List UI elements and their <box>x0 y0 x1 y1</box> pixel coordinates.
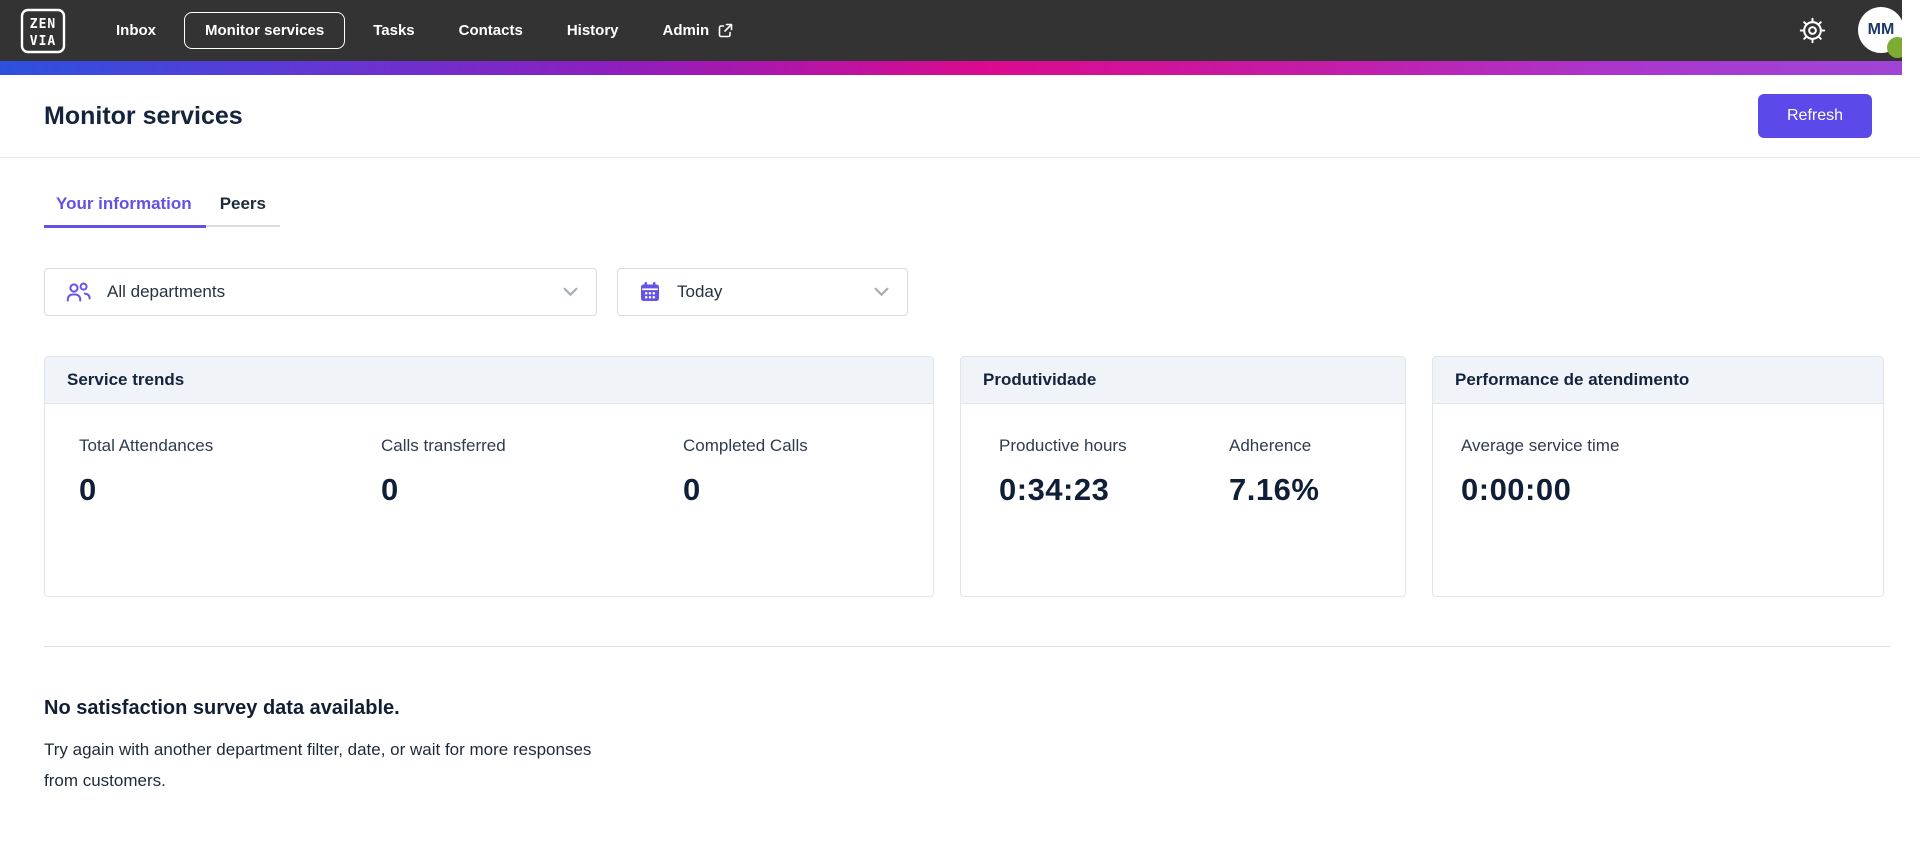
card-body: Productive hours 0:34:23 Adherence 7.16% <box>961 404 1405 508</box>
metric-value: 0:00:00 <box>1461 472 1572 507</box>
metric-label: Average service time <box>1461 436 1620 455</box>
metric-value: 7.16% <box>1229 472 1320 507</box>
metric-value: 0 <box>79 472 97 507</box>
card-title: Performance de atendimento <box>1433 357 1883 404</box>
external-link-icon <box>718 23 733 38</box>
empty-state-message: Try again with another department filter… <box>44 740 592 790</box>
tabs: Your information Peers <box>44 194 281 228</box>
metric-productive-hours: Productive hours 0:34:23 <box>999 436 1229 508</box>
calendar-icon <box>641 282 659 301</box>
date-filter-select[interactable]: Today <box>617 268 908 316</box>
satisfaction-empty-state: No satisfaction survey data available. T… <box>44 697 1890 796</box>
performance-atendimento-card: Performance de atendimento Average servi… <box>1432 356 1884 597</box>
svg-text:VIA: VIA <box>30 34 56 49</box>
nav-item-admin-label: Admin <box>662 22 710 39</box>
main-content: Your information Peers All departments <box>0 158 1920 796</box>
metric-value: 0 <box>683 472 701 507</box>
users-icon <box>66 282 91 301</box>
main-nav: Inbox Monitor services Tasks Contacts Hi… <box>94 12 755 49</box>
card-title: Service trends <box>45 357 933 404</box>
card-title: Produtividade <box>961 357 1405 404</box>
produtividade-card: Produtividade Productive hours 0:34:23 A… <box>960 356 1406 597</box>
empty-state-title: No satisfaction survey data available. <box>44 697 400 719</box>
filters-row: All departments Today <box>44 268 1890 316</box>
nav-item-admin[interactable]: Admin <box>641 12 756 49</box>
metric-value: 0 <box>381 472 399 507</box>
brand-gradient-bar <box>0 61 1902 75</box>
nav-item-monitor-services[interactable]: Monitor services <box>184 12 346 49</box>
nav-item-tasks[interactable]: Tasks <box>373 22 415 39</box>
refresh-button[interactable]: Refresh <box>1758 94 1872 138</box>
tab-peers[interactable]: Peers <box>219 194 267 213</box>
nav-item-contacts[interactable]: Contacts <box>458 22 523 39</box>
top-nav-bar: ZEN VIA Inbox Monitor services Tasks Con… <box>0 0 1908 61</box>
section-divider <box>44 646 1890 647</box>
page-title: Monitor services <box>44 101 243 130</box>
metric-adherence: Adherence 7.16% <box>1229 436 1405 508</box>
metric-label: Total Attendances <box>79 436 214 455</box>
metric-cards-row: Service trends Total Attendances 0 Calls… <box>44 356 1890 597</box>
zenvia-logo-icon: ZEN VIA <box>20 8 66 53</box>
page-header: Monitor services Refresh <box>0 75 1920 158</box>
nav-item-history[interactable]: History <box>566 22 619 39</box>
chevron-down-icon <box>563 287 578 297</box>
metric-label: Calls transferred <box>381 436 506 455</box>
metric-value: 0:34:23 <box>999 472 1110 507</box>
card-body: Total Attendances 0 Calls transferred 0 … <box>45 404 933 508</box>
department-filter-select[interactable]: All departments <box>44 268 597 316</box>
tab-your-information[interactable]: Your information <box>44 194 206 228</box>
metric-label: Adherence <box>1229 436 1312 455</box>
metric-calls-transferred: Calls transferred 0 <box>381 436 683 508</box>
zenvia-logo[interactable]: ZEN VIA <box>20 7 66 55</box>
user-avatar[interactable]: MM <box>1858 7 1908 58</box>
metric-average-service-time: Average service time 0:00:00 <box>1461 436 1691 508</box>
avatar-initials: MM <box>1867 21 1895 38</box>
department-filter-value: All departments <box>107 282 226 301</box>
metric-label: Completed Calls <box>683 436 808 455</box>
service-trends-card: Service trends Total Attendances 0 Calls… <box>44 356 934 597</box>
metric-completed-calls: Completed Calls 0 <box>683 436 933 508</box>
metric-total-attendances: Total Attendances 0 <box>79 436 381 508</box>
settings-button[interactable] <box>1798 16 1826 44</box>
gear-icon <box>1799 17 1825 43</box>
nav-item-inbox[interactable]: Inbox <box>116 22 156 39</box>
date-filter-value: Today <box>677 282 723 301</box>
metric-label: Productive hours <box>999 436 1127 455</box>
card-body: Average service time 0:00:00 <box>1433 404 1883 508</box>
scrollbar-track[interactable] <box>1902 0 1920 75</box>
svg-text:ZEN: ZEN <box>30 17 56 32</box>
chevron-down-icon <box>874 287 889 297</box>
